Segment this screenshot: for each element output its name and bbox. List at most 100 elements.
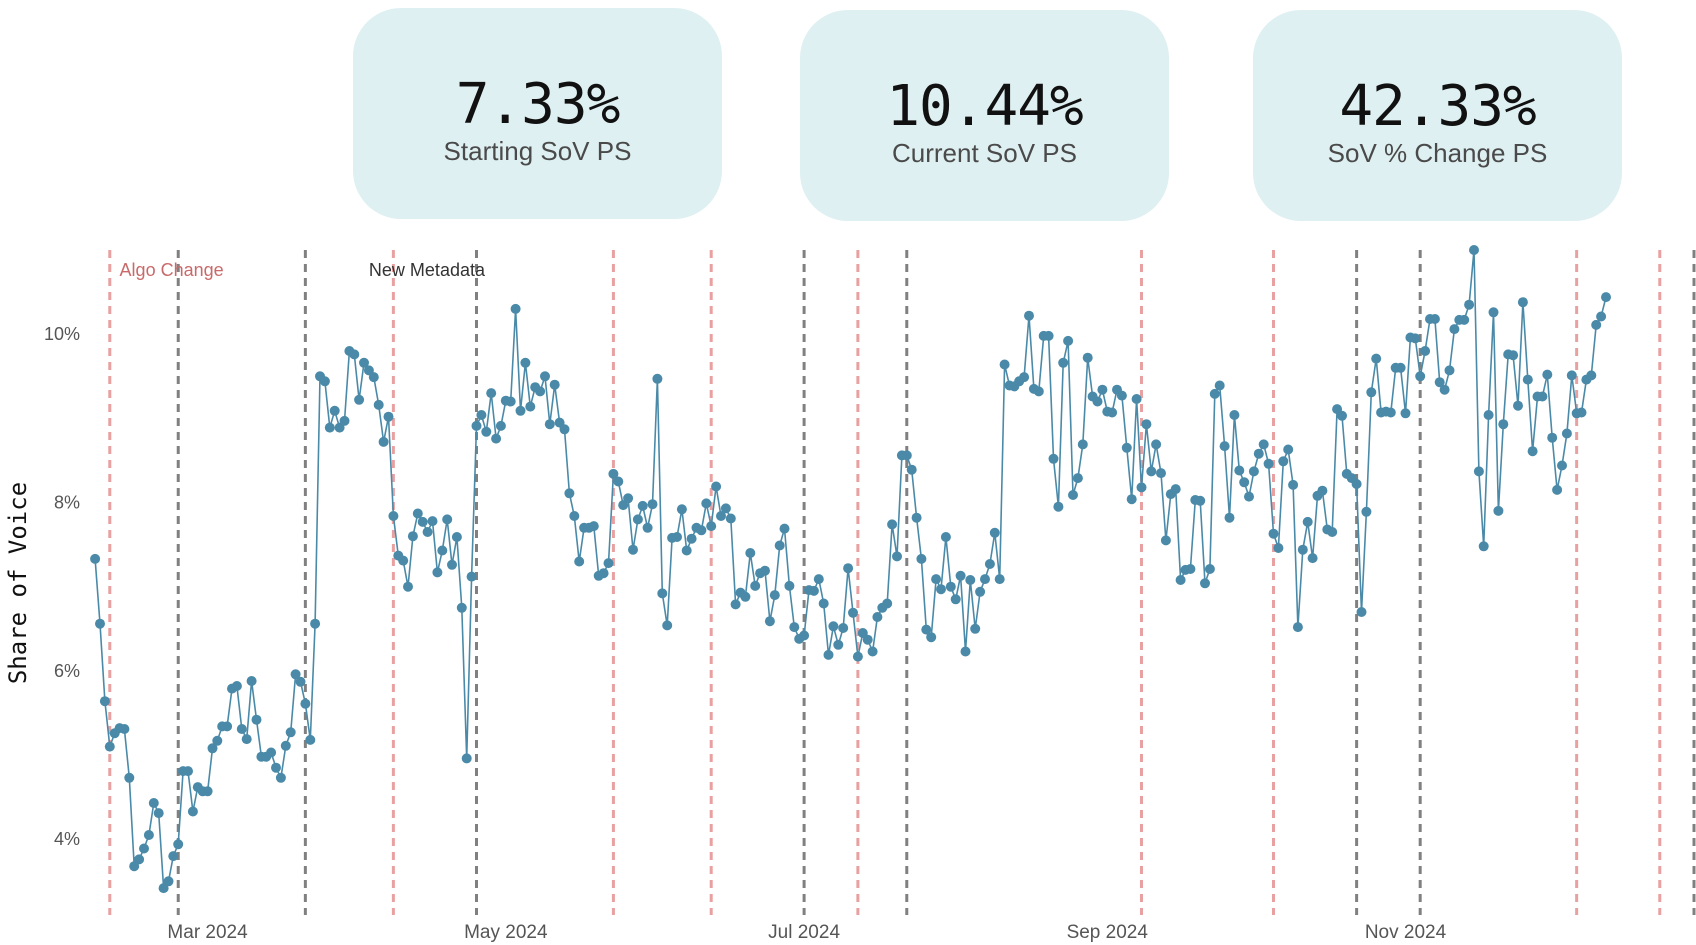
data-point <box>632 514 643 525</box>
data-point <box>525 401 536 412</box>
data-point <box>652 373 663 384</box>
data-point <box>916 553 927 564</box>
data-point <box>852 651 863 662</box>
data-point <box>1268 528 1279 539</box>
data-point <box>1239 477 1250 488</box>
annotation-label: New Metadata <box>369 260 486 280</box>
data-point <box>676 504 687 515</box>
data-point <box>696 525 707 536</box>
data-point <box>980 574 990 585</box>
data-point <box>906 464 917 475</box>
data-point <box>892 551 902 562</box>
data-point <box>388 511 399 521</box>
data-point <box>544 419 555 430</box>
data-point <box>368 372 379 383</box>
data-point <box>168 851 179 862</box>
data-point <box>1302 516 1313 527</box>
data-point <box>862 634 873 645</box>
data-point <box>984 559 995 569</box>
data-point <box>300 698 311 709</box>
data-point <box>471 420 482 431</box>
data-point <box>647 499 658 510</box>
data-point <box>1200 578 1210 589</box>
data-point <box>1248 466 1259 477</box>
data-point <box>926 632 937 643</box>
series-points <box>90 245 1611 894</box>
data-point <box>1058 357 1069 368</box>
data-point <box>970 623 981 634</box>
data-point <box>975 586 986 597</box>
data-point <box>1596 311 1607 322</box>
data-point <box>672 532 682 542</box>
data-point <box>1209 388 1220 399</box>
data-point <box>373 399 384 410</box>
kpi-label: SoV % Change PS <box>1327 138 1548 168</box>
data-point <box>412 508 423 519</box>
data-point <box>574 556 585 567</box>
data-point <box>236 724 247 734</box>
y-tick-label: 4% <box>54 829 80 849</box>
data-point <box>422 527 433 537</box>
kpi-value: 42.33% <box>1339 74 1536 139</box>
data-point <box>1195 495 1206 506</box>
data-point <box>1478 541 1489 552</box>
data-point <box>417 516 428 527</box>
x-tick-label: Nov 2024 <box>1365 922 1447 943</box>
data-point <box>686 533 697 544</box>
data-point <box>833 639 844 650</box>
data-point <box>1527 446 1538 457</box>
x-tick-label: Jul 2024 <box>768 922 840 943</box>
data-point <box>461 753 472 764</box>
data-point <box>148 798 159 808</box>
data-point <box>535 386 546 397</box>
data-point <box>442 514 453 525</box>
data-point <box>515 405 526 416</box>
data-point <box>271 762 281 773</box>
y-tick-label: 6% <box>54 661 80 681</box>
data-point <box>1229 410 1240 420</box>
data-point <box>1410 333 1421 344</box>
data-point <box>1185 564 1196 574</box>
data-point <box>1253 448 1264 459</box>
data-point <box>359 357 369 368</box>
annotations: Algo Change New Metadata <box>120 260 486 280</box>
data-point <box>1263 458 1274 469</box>
data-point <box>1116 390 1127 401</box>
data-point <box>1449 324 1460 335</box>
data-point <box>1204 564 1215 574</box>
data-point <box>202 786 213 797</box>
kpi-label: Current SoV PS <box>892 138 1077 168</box>
data-point <box>1292 622 1303 633</box>
kpi-value: 7.33% <box>455 72 621 137</box>
data-point <box>1601 292 1611 303</box>
data-point <box>349 349 360 360</box>
data-point <box>1033 386 1044 397</box>
data-point <box>838 623 849 633</box>
data-point <box>104 741 115 752</box>
data-point <box>549 379 560 390</box>
y-tick-label: 8% <box>54 493 80 513</box>
data-point <box>329 405 340 416</box>
data-point <box>1151 439 1162 450</box>
data-point <box>1493 505 1504 516</box>
data-point <box>1439 384 1450 395</box>
data-point <box>285 727 296 738</box>
data-point <box>882 598 893 609</box>
data-point <box>955 570 966 581</box>
data-point <box>95 618 105 629</box>
data-point <box>960 646 971 657</box>
data-point <box>1097 384 1108 395</box>
data-point <box>921 624 932 635</box>
data-point <box>486 388 497 399</box>
data-point <box>1077 439 1088 450</box>
data-point <box>940 532 951 542</box>
data-point <box>931 574 942 585</box>
data-point <box>153 808 164 819</box>
data-point <box>1522 374 1533 385</box>
data-point <box>1278 456 1289 467</box>
data-point <box>608 468 619 479</box>
data-point <box>1488 307 1499 318</box>
data-point <box>799 630 810 641</box>
data-point <box>784 580 795 591</box>
data-point <box>134 854 145 865</box>
